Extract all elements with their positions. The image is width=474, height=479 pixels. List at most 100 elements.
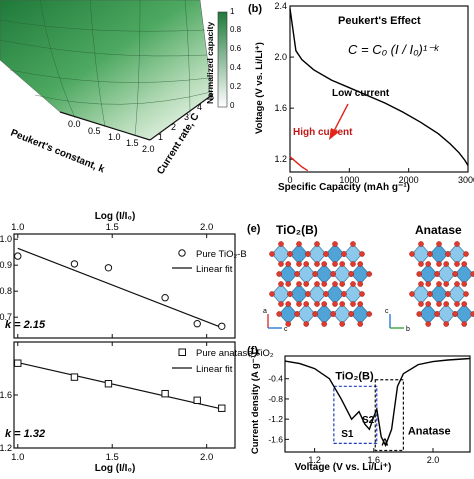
oxygen-atom <box>425 281 432 287</box>
oxygen-atom <box>296 241 302 247</box>
data-point <box>218 404 226 412</box>
oxygen-atom <box>461 301 468 307</box>
cb-tick-3: 0.6 <box>230 44 242 53</box>
b-ytick-label: 1.2 <box>274 154 287 164</box>
b-ytick-label: 1.6 <box>274 103 287 113</box>
oxygen-atom <box>425 321 432 327</box>
oxygen-atom <box>454 241 460 247</box>
panel-b-title: Peukert's Effect <box>338 15 421 27</box>
f-frame <box>284 355 471 453</box>
f-ytick-label: -1.2 <box>268 414 283 424</box>
annot-low-current: Low current <box>332 88 390 99</box>
f-ytick-label: -0.8 <box>268 394 283 404</box>
oxygen-atom <box>425 301 432 307</box>
oxygen-atom <box>436 301 442 307</box>
oxygen-atom <box>296 301 302 307</box>
oxygen-atom <box>357 321 364 327</box>
c-tick-4: 4 <box>197 102 202 112</box>
oxygen-atom <box>314 261 320 267</box>
oxygen-atom <box>359 291 365 297</box>
c-plot-frame <box>13 233 236 339</box>
oxygen-atom <box>278 281 284 287</box>
oxygen-atom <box>323 251 329 257</box>
b-ylabel: Voltage (V vs. Li/Li⁺) <box>254 42 265 134</box>
fit-line <box>17 361 222 410</box>
annot-anatase: Anatase <box>408 425 451 437</box>
oxygen-atom <box>278 261 284 267</box>
annot-high-current: High current <box>293 127 353 138</box>
arrow-head <box>329 128 339 140</box>
oxygen-atom <box>357 301 364 307</box>
b-xtick-label: 1000 <box>339 175 359 185</box>
xtick-label-top: 1.0 <box>11 222 24 233</box>
oxygen-atom <box>278 301 284 307</box>
k-tick-3: 1.5 <box>126 138 139 148</box>
legend-fit-d: Linear fit <box>196 364 233 375</box>
cb-tick-0: 0 <box>230 101 235 110</box>
f-ytick-label: -0.4 <box>268 374 283 384</box>
oxygen-atom <box>294 311 301 317</box>
f-xtick-label: 1.2 <box>308 455 321 465</box>
oxygen-atom <box>350 281 356 287</box>
oxygen-atom <box>303 301 310 307</box>
panel-d-plot: 1.0 1.5 2.0 1.6 1.2 <box>0 341 236 463</box>
oxygen-atom <box>276 271 283 277</box>
oxygen-atom <box>285 261 292 267</box>
oxygen-atom <box>305 291 311 297</box>
legend-anatase: Pure anatase TiO₂ <box>196 348 274 359</box>
colorbar-label: Normalized capacity <box>205 22 215 104</box>
oxygen-atom <box>409 251 415 257</box>
oxygen-atom <box>357 261 364 267</box>
oxygen-atom <box>312 311 319 317</box>
oxygen-atom <box>285 301 292 307</box>
data-point <box>104 380 113 388</box>
k-tick-4: 2.0 <box>142 144 155 154</box>
data-point <box>70 260 79 268</box>
legend-fit-c: Linear fit <box>196 264 233 275</box>
b-series-line-0 <box>289 8 469 166</box>
structure-anatase-label: Anatase <box>415 223 462 237</box>
oxygen-atom <box>470 271 474 277</box>
svg-text:a: a <box>263 308 267 315</box>
ytick-label: 0.8 <box>0 286 12 296</box>
oxygen-atom <box>332 241 338 247</box>
oxygen-atom <box>434 311 441 317</box>
axis-triad-1: a c <box>263 308 288 333</box>
oxygen-atom <box>427 291 433 297</box>
oxygen-atom <box>314 301 320 307</box>
oxygen-atom <box>287 251 293 257</box>
ytick-label: 1.0 <box>0 234 12 244</box>
ytick-label: 1.6 <box>0 390 12 400</box>
panel-f: (f) 1.2 1.6 2.0 -0.4 -0.8 -1.2 -1.6 TiO₂(B) S1 S2… <box>247 345 471 473</box>
oxygen-atom <box>445 251 451 257</box>
oxygen-atom <box>303 321 310 327</box>
annot-tio2b: TiO₂(B) <box>335 371 374 383</box>
k-value-c: k = 2.15 <box>5 319 46 331</box>
data-point <box>218 322 226 330</box>
oxygen-atom <box>330 311 337 317</box>
colorbar <box>217 11 228 108</box>
oxygen-atom <box>339 261 346 267</box>
k-value-d: k = 1.32 <box>5 428 45 440</box>
oxygen-atom <box>357 281 364 287</box>
f-ytick-label: -1.6 <box>268 434 283 444</box>
panel-e: (e) TiO₂(B) Anatase a c c b <box>247 223 474 333</box>
panel-f-label: (f) <box>247 345 258 357</box>
data-point <box>193 320 201 328</box>
oxygen-atom <box>443 281 450 287</box>
c-tick-3: 3 <box>184 112 189 122</box>
oxygen-atom <box>312 271 319 277</box>
oxygen-atom <box>332 301 338 307</box>
oxygen-atom <box>296 281 302 287</box>
panel-f-plot: 1.2 1.6 2.0 -0.4 -0.8 -1.2 -1.6 TiO₂(B) S1 S2 A Ana… <box>268 355 471 465</box>
oxygen-atom <box>278 241 284 247</box>
oxygen-atom <box>434 271 441 277</box>
oxygen-atom <box>470 311 474 317</box>
c-tick-1: 1 <box>158 132 163 142</box>
svg-text:b: b <box>406 326 410 333</box>
oxygen-atom <box>416 311 423 317</box>
data-point <box>104 264 113 272</box>
surface-plot <box>0 0 213 141</box>
oxygen-atom <box>366 311 373 317</box>
legend-marker-square <box>178 348 186 356</box>
